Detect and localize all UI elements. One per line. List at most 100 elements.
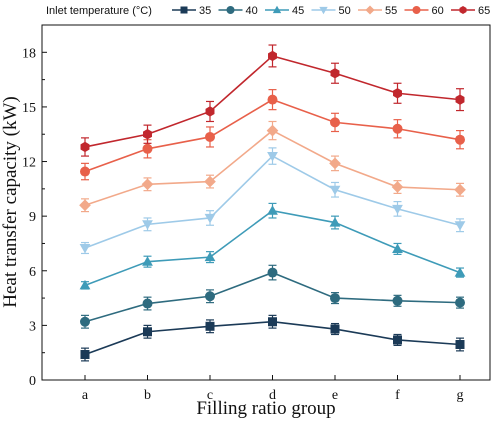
plot-frame	[41, 24, 491, 381]
x-axis: a b c d e f g	[82, 375, 464, 403]
data-point	[80, 141, 90, 153]
legend-items: 35 40 45 50 55 60 65	[172, 5, 490, 17]
legend-item: 50	[311, 5, 351, 17]
data-point	[143, 327, 152, 337]
data-point	[455, 297, 465, 308]
data-point	[142, 220, 153, 230]
x-tick-label: a	[82, 388, 89, 403]
legend-marker	[180, 6, 188, 14]
data-point	[266, 124, 279, 137]
legend-item: 40	[218, 5, 258, 17]
data-point	[79, 279, 91, 290]
data-point	[80, 166, 90, 177]
x-tick-label: c	[207, 388, 213, 403]
legend-label: 35	[199, 5, 211, 17]
legend-marker	[412, 6, 421, 14]
legend-item: 60	[404, 5, 444, 17]
data-point	[205, 291, 215, 302]
data-point	[454, 183, 466, 196]
series-60	[80, 89, 465, 181]
y-tick-label: 12	[22, 156, 36, 171]
data-point	[330, 68, 340, 79]
data-point	[393, 88, 402, 99]
data-point	[454, 267, 466, 277]
data-point	[80, 350, 90, 360]
x-tick-label: g	[457, 388, 464, 403]
data-point	[205, 131, 215, 142]
y-axis: 0 3 6 9 12 15 18	[22, 24, 47, 389]
y-tick-label: 0	[29, 374, 36, 389]
data-point	[79, 243, 91, 254]
data-point	[142, 256, 153, 266]
legend-label: 60	[432, 5, 444, 17]
data-point	[205, 106, 215, 117]
data-point	[393, 335, 402, 345]
data-point	[204, 213, 216, 224]
data-point	[455, 134, 465, 145]
data-point	[142, 298, 153, 309]
x-tick-label: b	[144, 388, 151, 403]
legend-marker	[459, 5, 467, 15]
data-point	[392, 295, 403, 306]
data-point	[391, 181, 404, 193]
data-point	[329, 217, 341, 227]
legend-label: 55	[385, 5, 397, 17]
data-point	[392, 123, 403, 134]
data-point	[330, 117, 340, 128]
x-axis-title: Filling ratio group	[196, 398, 335, 419]
legend-label: 45	[292, 5, 304, 17]
x-tick-label: e	[332, 388, 338, 403]
y-tick-label: 18	[22, 46, 36, 61]
data-point	[267, 267, 278, 278]
series-35	[80, 314, 465, 362]
legend-marker	[272, 5, 282, 14]
data-point	[268, 317, 277, 327]
legend-item: 65	[451, 5, 490, 17]
data-point	[141, 178, 154, 191]
legend: Inlet temperature (°C) 35 40 45 50 55 60 65	[46, 5, 490, 17]
data-point	[267, 205, 278, 215]
legend-label: 40	[246, 5, 258, 17]
legend-marker	[319, 6, 328, 15]
data-point	[267, 94, 278, 105]
data-point	[330, 324, 340, 334]
data-point	[455, 340, 465, 349]
data-point	[142, 143, 153, 154]
legend-title: Inlet temperature (°C)	[46, 5, 152, 17]
y-tick-label: 6	[29, 265, 36, 280]
data-point	[392, 243, 403, 253]
series-line	[84, 129, 461, 206]
data-point	[454, 221, 466, 231]
data-point	[79, 199, 91, 212]
x-tick-label: f	[395, 388, 400, 403]
legend-marker	[226, 6, 235, 14]
series-40	[80, 264, 465, 329]
series-55	[79, 120, 466, 213]
legend-item: 35	[172, 5, 211, 17]
legend-item: 55	[358, 5, 397, 17]
series-65	[80, 44, 465, 157]
series-line	[84, 155, 461, 249]
y-tick-label: 9	[29, 210, 36, 225]
data-point	[455, 94, 465, 105]
data-point	[329, 185, 341, 196]
series-layer	[79, 44, 466, 362]
data-point	[329, 157, 341, 170]
y-tick-label: 3	[29, 319, 36, 334]
data-point	[80, 316, 90, 327]
data-point	[204, 175, 216, 188]
legend-item: 45	[265, 5, 304, 17]
x-tick-label: d	[269, 388, 276, 403]
data-point	[330, 293, 340, 304]
data-point	[205, 321, 215, 331]
legend-marker	[365, 5, 375, 15]
series-50	[79, 147, 466, 255]
legend-label: 65	[478, 5, 490, 17]
data-point	[267, 152, 278, 162]
data-point	[268, 50, 277, 62]
legend-label: 50	[339, 5, 351, 17]
data-point	[204, 251, 216, 262]
data-point	[143, 129, 152, 140]
data-point	[392, 204, 403, 215]
